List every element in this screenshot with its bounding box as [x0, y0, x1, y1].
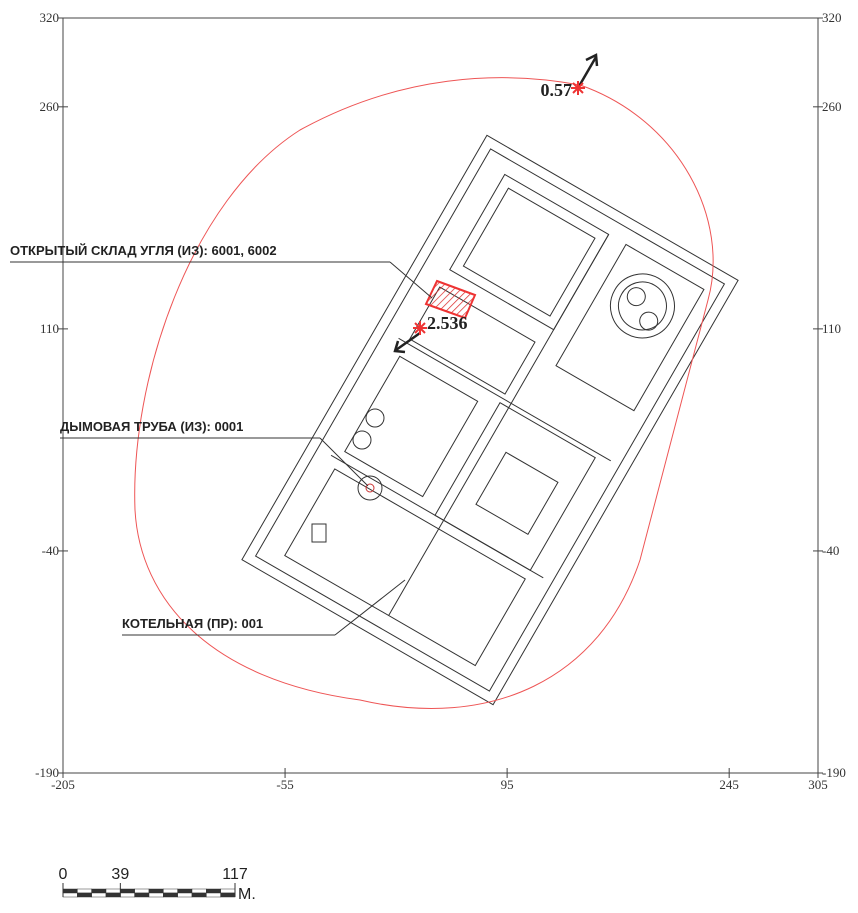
scale-bar-cell [134, 888, 150, 894]
max-point [571, 81, 585, 95]
scale-bar-cell [163, 892, 178, 898]
scale-bar-cell [163, 888, 178, 894]
scale-tick-label: 117 [222, 866, 248, 883]
y-tick-label: 320 [822, 10, 842, 25]
annotation-label: ДЫМОВАЯ ТРУБА (ИЗ): 0001 [60, 419, 243, 434]
wind-arrow [576, 56, 598, 89]
max-value-label: 2.536 [427, 313, 468, 333]
y-tick-label: 110 [40, 321, 59, 336]
site-plan [241, 134, 739, 706]
x-tick-label: 245 [719, 777, 739, 792]
scale-bar-cell [77, 888, 92, 894]
scale-bar-cell [105, 888, 121, 894]
scale-bar-cell [191, 892, 207, 898]
scale-tick-label: 39 [111, 866, 129, 883]
y-tick-label: -40 [822, 543, 839, 558]
building [311, 523, 327, 543]
scale-bar-cell [62, 888, 78, 894]
scale-bar-cell [177, 888, 193, 894]
tank [365, 408, 385, 428]
scale-bar-cell [105, 892, 121, 898]
max-value-label: 0.57 [541, 80, 573, 100]
x-tick-label: 95 [501, 777, 514, 792]
scale-bar-cell [206, 888, 221, 894]
scale-bar-cell [191, 888, 207, 894]
scale-bar-cell [206, 892, 221, 898]
scale-bar-cell [120, 892, 135, 898]
y-tick-label: -40 [42, 543, 59, 558]
scale-bar-cell [177, 892, 193, 898]
tank [352, 430, 372, 450]
zone-contour [134, 77, 714, 709]
scale-unit: М. [238, 886, 256, 903]
wind-arrow-head [585, 53, 599, 67]
leader-line [334, 579, 406, 636]
annotations: ОТКРЫТЫЙ СКЛАД УГЛЯ (ИЗ): 6001, 6002 ДЫМ… [10, 243, 433, 636]
leader-line [319, 437, 369, 487]
leader-line [389, 261, 433, 299]
y-tick-label: 260 [822, 99, 842, 114]
x-tick-label: -205 [51, 777, 75, 792]
y-tick-label: -190 [35, 765, 59, 780]
annotation-label: КОТЕЛЬНАЯ (ПР): 001 [122, 616, 263, 631]
max-point [413, 321, 427, 335]
y-tick-label: 110 [822, 321, 841, 336]
scale-bar-cell [91, 892, 107, 898]
wind-arrow [395, 331, 421, 352]
annotation-label: ОТКРЫТЫЙ СКЛАД УГЛЯ (ИЗ): 6001, 6002 [10, 243, 277, 258]
y-tick-label: 260 [40, 99, 60, 114]
scale-bar-cell [220, 892, 236, 898]
scale-bar-cell [220, 888, 236, 894]
x-tick-label: 305 [808, 777, 828, 792]
chimney [357, 475, 383, 501]
wind-arrow-head [393, 340, 406, 354]
scale-bar-cell [134, 892, 150, 898]
scale-bar-cell [77, 892, 92, 898]
scale-tick-label: 0 [59, 866, 68, 883]
y-tick-label: 320 [40, 10, 60, 25]
scale-bar-cell [91, 888, 107, 894]
y-tick-label: -190 [822, 765, 846, 780]
scale-bar-cell [62, 892, 78, 898]
map-frame [62, 17, 819, 774]
x-tick-label: -55 [276, 777, 293, 792]
chimney-source [365, 483, 375, 493]
scale-bar-cell [148, 888, 164, 894]
scale-bar-cell [148, 892, 164, 898]
scale-bar-cell [120, 888, 135, 894]
